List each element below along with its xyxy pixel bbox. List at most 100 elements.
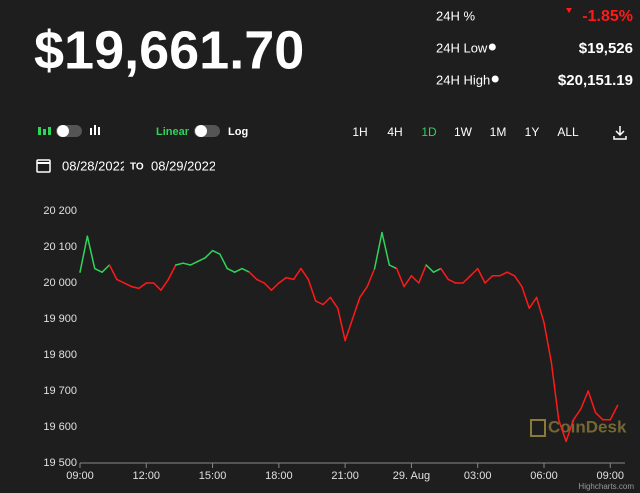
info-icon[interactable] (488, 43, 496, 51)
price-line-segment (204, 249, 214, 259)
price-line-segment (462, 275, 472, 284)
range-buttons: 1H 4H 1D 1W 1M 1Y ALL (352, 125, 579, 139)
y-tick-label: 19 500 (43, 457, 77, 469)
price-line-segment (513, 275, 523, 288)
range-button[interactable]: 4H (387, 125, 402, 139)
y-tick-label: 19 900 (43, 313, 77, 325)
date-to[interactable]: 08/29/2022 (151, 158, 216, 173)
price-line-segment (557, 419, 567, 443)
price-line-segment (263, 282, 273, 291)
plot: 19 500 19 600 19 700 19 800 19 900 20 000 20 1… (43, 205, 634, 491)
date-to-box[interactable]: 08/29/2022 (151, 158, 216, 173)
icon (94, 125, 96, 135)
y-tick-label: 20 200 (43, 205, 77, 217)
toggle-knob (195, 125, 207, 137)
price-line-segment (160, 278, 170, 291)
price-line-segment (337, 307, 346, 342)
stats: 24H % -1.85% 24H Low $19,526 24H High $20,151… (436, 8, 633, 89)
price-line-segment (528, 296, 538, 309)
price-line-segment (476, 267, 486, 284)
price-line-segment (300, 267, 310, 281)
price-line-segment (322, 296, 332, 306)
download-icon[interactable] (613, 126, 627, 140)
range-button[interactable]: 1D (421, 125, 437, 139)
down-arrow (566, 8, 572, 13)
price-line-segment (270, 282, 280, 291)
stat-value: $19,526 (579, 40, 633, 57)
scale-linear[interactable]: Linear (156, 126, 190, 138)
price-line-segment (314, 300, 324, 306)
chart-type-toggle[interactable] (38, 125, 100, 137)
price-line-segment (152, 282, 162, 291)
price-line-segment (543, 321, 553, 363)
price-line-segment (432, 267, 442, 273)
stat-value: -1.85% (582, 8, 633, 25)
price-line-segment (278, 276, 287, 284)
date-to-label: TO (130, 162, 144, 173)
price-line-segment (425, 264, 435, 273)
range-button[interactable]: 1H (352, 125, 367, 139)
price-line-segment (381, 231, 391, 266)
range-button[interactable]: ALL (557, 125, 579, 139)
price-line-segment (447, 278, 457, 284)
x-tick-label: 15:00 (199, 470, 227, 482)
y-tick-label: 19 600 (43, 421, 77, 433)
price-line-segment (248, 271, 258, 281)
info-icon[interactable] (491, 75, 499, 83)
price-line-segment (86, 235, 96, 270)
date-from-box[interactable]: 08/28/2022 (62, 158, 127, 173)
price-line-segment (285, 276, 295, 281)
price-line-segment (219, 253, 229, 270)
x-tick-label: 21:00 (331, 470, 359, 482)
price-line-segment (174, 262, 184, 266)
icon (38, 127, 41, 135)
x-tick-label: 09:00 (597, 470, 625, 482)
price-line-segment (506, 271, 516, 277)
range-button[interactable]: 1W (454, 125, 473, 139)
price-line-segment (138, 282, 148, 290)
price-line-segment (366, 267, 376, 288)
price-line-segment (359, 285, 368, 299)
price-line-segment (256, 278, 265, 284)
x-tick-label: 29. Aug (393, 470, 430, 482)
price-line-segment (329, 296, 339, 309)
price-line-segment (572, 408, 582, 421)
icon (48, 127, 51, 135)
price-line-segment (403, 275, 413, 288)
watermark: CoinDesk (548, 417, 627, 436)
price-line-segment (167, 264, 177, 281)
price-line-segment (79, 235, 89, 273)
price-line-segment (499, 271, 508, 277)
price-line-segment (189, 260, 199, 266)
credit: Highcharts.com (578, 482, 634, 491)
price-line-segment (594, 411, 604, 421)
price-line-segment (108, 264, 118, 281)
price-line-segment (410, 275, 420, 284)
y-tick-label: 19 700 (43, 385, 77, 397)
icon (90, 128, 92, 135)
icon (613, 126, 627, 140)
price-line-segment (440, 267, 449, 281)
price-line-segment (197, 257, 206, 263)
calendar-icon[interactable] (36, 159, 51, 173)
price-line-segment (373, 231, 383, 270)
stat-label: 24H High (436, 72, 490, 87)
price-line-segment (351, 296, 361, 320)
price-line-segment (211, 249, 221, 255)
y-tick-label: 20 100 (43, 241, 77, 253)
price-line-segment (123, 282, 133, 288)
price-line-segment (292, 267, 302, 281)
price-line-segment (307, 278, 317, 302)
y-tick-label: 19 800 (43, 349, 77, 361)
scale-log[interactable]: Log (228, 126, 248, 138)
price-line-segment (521, 285, 531, 309)
date-from[interactable]: 08/28/2022 (62, 158, 127, 173)
price-line-segment (93, 267, 103, 273)
x-tick-label: 09:00 (66, 470, 94, 482)
range-button[interactable]: 1M (490, 125, 507, 139)
price-line-segment (609, 404, 619, 421)
range-button[interactable]: 1Y (525, 125, 540, 139)
price-line-segment (101, 264, 111, 273)
